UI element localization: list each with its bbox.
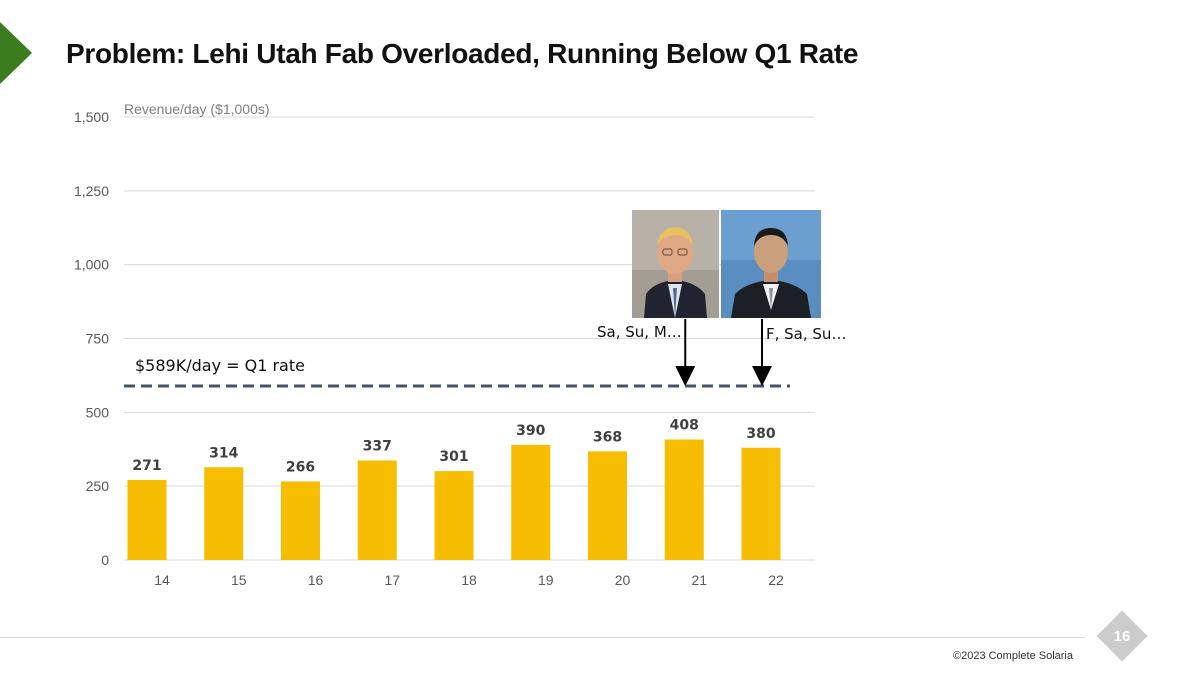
x-tick-label: 21: [691, 572, 707, 588]
slide-title: Problem: Lehi Utah Fab Overloaded, Runni…: [66, 38, 859, 69]
y-tick-label: 500: [86, 404, 110, 420]
person-photo-left: [632, 210, 719, 318]
x-tick-label: 14: [154, 572, 170, 588]
page-number: 16: [1113, 628, 1131, 645]
x-tick-label: 17: [384, 572, 400, 588]
y-tick-label: 1,500: [74, 109, 109, 125]
bar: [434, 471, 474, 560]
y-tick-label: 1,250: [74, 183, 109, 199]
data-label: 314: [209, 445, 238, 461]
y-tick-label: 1,000: [74, 257, 109, 273]
bar: [511, 444, 551, 560]
x-tick-label: 20: [615, 572, 631, 588]
bar: [204, 467, 244, 560]
x-tick-label: 18: [461, 572, 477, 588]
bar: [741, 447, 781, 560]
callout-right-label: F, Sa, Su…: [766, 325, 847, 343]
bar: [588, 451, 627, 560]
data-label: 390: [516, 423, 545, 439]
data-label: 301: [439, 449, 468, 465]
person-photo-right: [721, 210, 821, 318]
callout-left-label: Sa, Su, M…: [597, 323, 682, 341]
y-tick-label: 250: [86, 478, 110, 494]
data-label: 337: [363, 438, 392, 454]
bar: [357, 460, 397, 560]
data-label: 368: [593, 429, 622, 445]
x-tick-label: 19: [538, 572, 554, 588]
q1-rate-label: $589K/day = Q1 rate: [135, 356, 305, 375]
y-tick-label: 0: [101, 552, 109, 568]
y-tick-label: 750: [86, 331, 110, 347]
data-label: 380: [746, 426, 775, 442]
bar: [127, 479, 167, 560]
data-label: 408: [670, 418, 699, 434]
accent-arrow-icon: [0, 22, 32, 84]
x-tick-label: 22: [768, 572, 784, 588]
chart-title: Revenue/day ($1,000s): [124, 101, 270, 117]
bar: [664, 439, 704, 560]
copyright-text: ©2023 Complete Solaria: [952, 650, 1073, 662]
x-tick-label: 16: [308, 572, 324, 588]
x-tick-label: 15: [231, 572, 247, 588]
data-label: 266: [286, 459, 315, 475]
data-label: 271: [132, 458, 161, 474]
bar: [281, 481, 320, 560]
footer-divider: [0, 637, 1085, 638]
